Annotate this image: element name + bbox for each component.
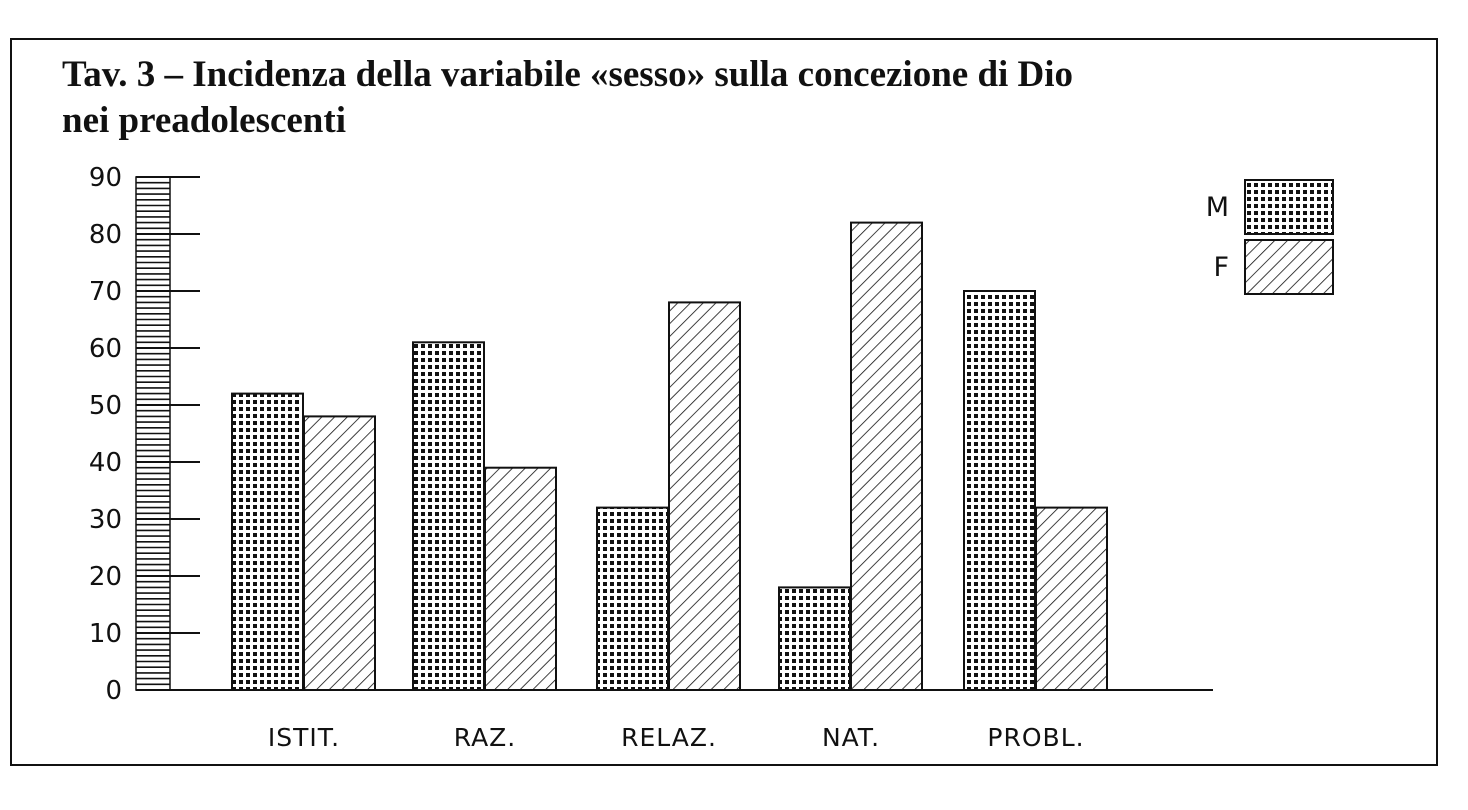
bar-f-istit (303, 415, 376, 691)
y-tick-label: 30 (89, 505, 122, 535)
y-tick-label: 50 (89, 391, 122, 421)
label-layer: 0 10 20 30 40 50 60 70 80 90 ISTIT. RAZ. RELAZ. NAT. P… (89, 163, 1084, 752)
bar-layer (231, 221, 1108, 692)
x-category-label: NAT. (822, 723, 880, 752)
x-category-label: ISTIT. (268, 723, 340, 752)
y-tick-label: 20 (89, 562, 122, 592)
legend-swatch-f (1244, 239, 1334, 295)
bar-f-probl (1035, 506, 1108, 691)
bar-m-istit (231, 392, 304, 691)
chart-frame (10, 38, 1438, 766)
x-category-label: RELAZ. (621, 723, 717, 752)
y-tick-label: 90 (89, 163, 122, 193)
bar-f-nat (850, 221, 923, 691)
legend-label-m: M (1206, 192, 1229, 223)
bar-m-raz (412, 341, 485, 691)
y-tick-label: 80 (89, 220, 122, 250)
y-tick-label: 70 (89, 277, 122, 307)
y-tick-label: 40 (89, 448, 122, 478)
bar-m-relaz (596, 506, 669, 691)
title-line-2: nei preadolescenti (62, 100, 346, 141)
y-tick-label: 60 (89, 334, 122, 364)
bar-f-relaz (668, 301, 741, 691)
y-tick-label: 10 (89, 619, 122, 649)
x-category-label: PROBL. (987, 723, 1084, 752)
y-tick-label: 0 (105, 676, 122, 706)
bar-m-nat (778, 586, 851, 692)
bar-f-raz (484, 466, 557, 692)
legend: MF (1206, 179, 1334, 295)
title-line-1: Tav. 3 – Incidenza della variabile «sess… (62, 54, 1074, 95)
legend-label-f: F (1213, 252, 1229, 283)
legend-swatch-m (1244, 179, 1334, 235)
x-category-label: RAZ. (454, 723, 517, 752)
bar-m-probl (963, 290, 1036, 691)
chart-title: Tav. 3 – Incidenza della variabile «sess… (62, 52, 1362, 144)
